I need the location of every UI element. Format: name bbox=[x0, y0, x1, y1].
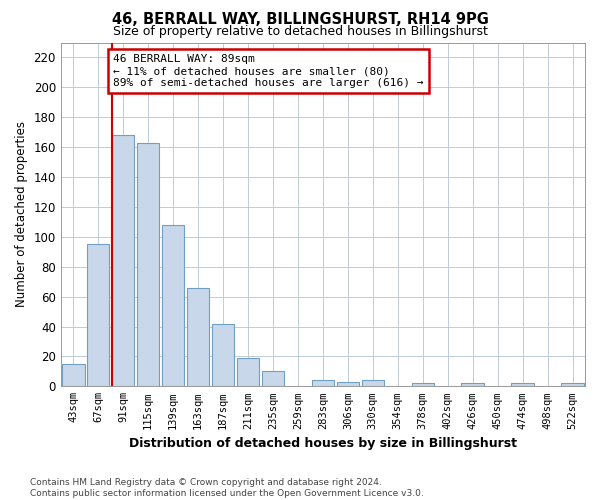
Bar bbox=[112, 135, 134, 386]
Bar bbox=[412, 384, 434, 386]
Bar bbox=[311, 380, 334, 386]
Text: 46 BERRALL WAY: 89sqm
← 11% of detached houses are smaller (80)
89% of semi-deta: 46 BERRALL WAY: 89sqm ← 11% of detached … bbox=[113, 54, 424, 88]
Bar bbox=[137, 142, 160, 386]
Bar bbox=[461, 384, 484, 386]
Bar bbox=[262, 372, 284, 386]
Bar bbox=[362, 380, 384, 386]
Bar bbox=[62, 364, 85, 386]
X-axis label: Distribution of detached houses by size in Billingshurst: Distribution of detached houses by size … bbox=[129, 437, 517, 450]
Bar bbox=[511, 384, 534, 386]
Bar bbox=[561, 384, 584, 386]
Text: 46, BERRALL WAY, BILLINGSHURST, RH14 9PG: 46, BERRALL WAY, BILLINGSHURST, RH14 9PG bbox=[112, 12, 488, 28]
Bar bbox=[187, 288, 209, 386]
Bar bbox=[212, 324, 234, 386]
Bar bbox=[162, 225, 184, 386]
Text: Size of property relative to detached houses in Billingshurst: Size of property relative to detached ho… bbox=[113, 25, 487, 38]
Bar bbox=[337, 382, 359, 386]
Bar bbox=[237, 358, 259, 386]
Y-axis label: Number of detached properties: Number of detached properties bbox=[15, 122, 28, 308]
Text: Contains HM Land Registry data © Crown copyright and database right 2024.
Contai: Contains HM Land Registry data © Crown c… bbox=[30, 478, 424, 498]
Bar bbox=[87, 244, 109, 386]
